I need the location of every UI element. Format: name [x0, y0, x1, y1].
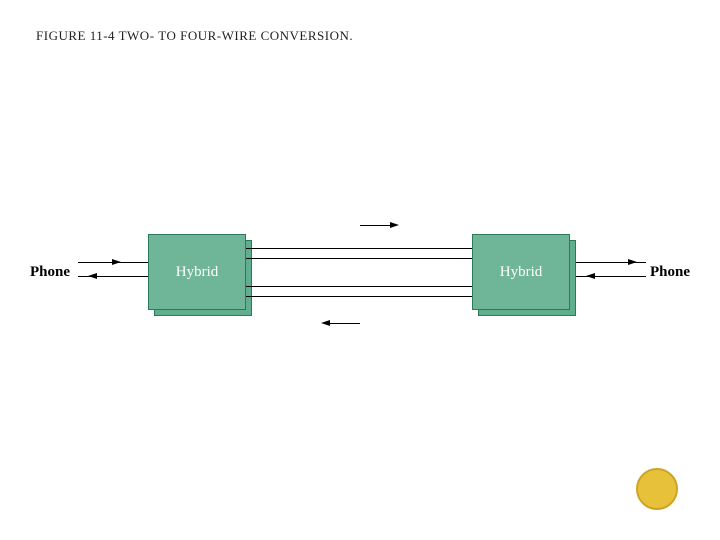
- slide-circle-icon: [636, 468, 678, 510]
- hybrid-left-face: Hybrid: [148, 234, 246, 310]
- arrow-center-bot-stem: [330, 323, 360, 324]
- hybrid-left-box: Hybrid: [148, 234, 246, 310]
- arrow-center-top-stem: [360, 225, 390, 226]
- arrow-left-in-icon: [112, 259, 121, 265]
- caption-small2: WO-: [127, 28, 155, 43]
- arrow-right-in-icon: [586, 273, 595, 279]
- arrow-center-top-icon: [390, 222, 399, 228]
- hybrid-left-label: Hybrid: [176, 264, 219, 281]
- caption-t: T: [119, 28, 127, 43]
- caption-rest: TO FOUR-WIRE CONVERSION.: [158, 28, 353, 43]
- arrow-left-out-icon: [88, 273, 97, 279]
- arrow-right-out-icon: [628, 259, 637, 265]
- caption-small1: IGURE: [44, 28, 86, 43]
- arrow-center-bot-icon: [321, 320, 330, 326]
- conversion-diagram: Phone Phone Hybrid Hybrid: [30, 200, 690, 360]
- hybrid-right-face: Hybrid: [472, 234, 570, 310]
- caption-number: 11-4: [90, 28, 115, 43]
- wire-center-4: [246, 296, 472, 297]
- wire-center-2: [246, 258, 472, 259]
- phone-right-label: Phone: [650, 264, 690, 281]
- wire-center-1: [246, 248, 472, 249]
- figure-caption: FIGURE 11-4 TWO- TO FOUR-WIRE CONVERSION…: [36, 28, 353, 44]
- hybrid-right-label: Hybrid: [500, 264, 543, 281]
- caption-prefix: F: [36, 28, 44, 43]
- phone-left-label: Phone: [30, 264, 70, 281]
- hybrid-right-box: Hybrid: [472, 234, 570, 310]
- wire-center-3: [246, 286, 472, 287]
